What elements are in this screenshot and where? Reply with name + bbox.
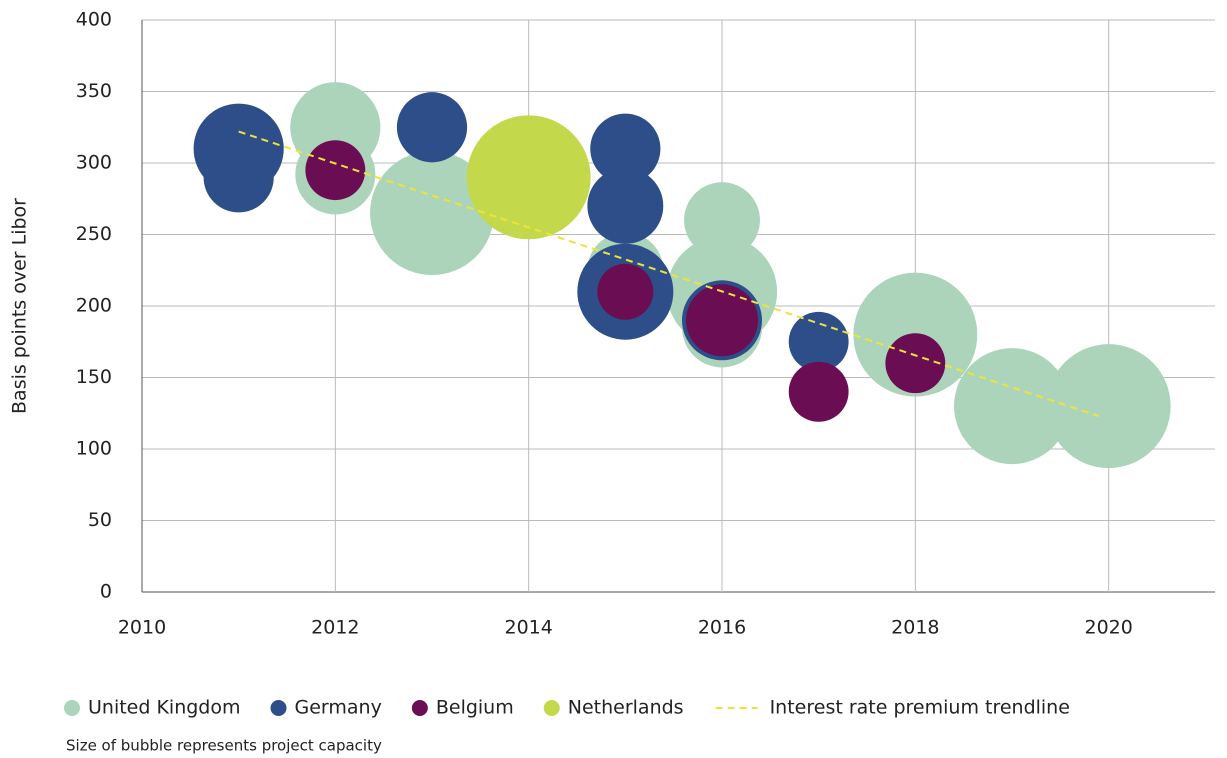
legend-label: Interest rate premium trendline: [770, 697, 1070, 719]
legend-label: Netherlands: [568, 697, 684, 719]
bubble: [686, 284, 758, 357]
y-tick-label: 250: [76, 223, 112, 245]
bubble: [788, 311, 849, 372]
legend-swatch: [270, 700, 287, 716]
bubble: [597, 263, 654, 320]
bubble: [466, 115, 591, 240]
x-tick-label: 2016: [698, 617, 746, 639]
x-tick-label: 2010: [118, 617, 166, 639]
x-tick-label: 2014: [504, 617, 552, 639]
bubble: [305, 140, 366, 201]
y-tick-label: 0: [100, 581, 112, 603]
y-tick-label: 200: [76, 295, 112, 317]
bubble: [203, 142, 274, 213]
y-tick-label: 350: [76, 80, 112, 102]
x-tick-label: 2012: [311, 617, 359, 639]
y-tick-label: 100: [76, 438, 112, 460]
x-tick-label: 2020: [1084, 617, 1132, 639]
y-tick-label: 300: [76, 152, 112, 174]
bubble: [684, 182, 760, 259]
y-tick-label: 150: [76, 366, 112, 388]
bubble: [370, 151, 494, 276]
legend-label: United Kingdom: [88, 697, 241, 719]
note: Size of bubble represents project capaci…: [66, 737, 382, 755]
x-tick-label: 2018: [891, 617, 939, 639]
bubble: [396, 92, 468, 163]
plot-area: [193, 82, 1171, 469]
legend-swatch: [411, 700, 428, 716]
legend-label: Belgium: [436, 697, 514, 719]
bubble: [788, 361, 849, 422]
y-tick-label: 400: [76, 9, 112, 31]
bubble: [1046, 344, 1171, 469]
bubble: [587, 167, 664, 244]
legend-swatch: [543, 700, 560, 716]
legend-label: Germany: [295, 697, 382, 719]
y-axis-label: Basis points over Libor: [9, 198, 31, 414]
legend-swatch: [64, 700, 80, 716]
bubble: [590, 113, 661, 184]
bubble: [885, 333, 946, 394]
y-tick-label: 50: [88, 509, 112, 531]
